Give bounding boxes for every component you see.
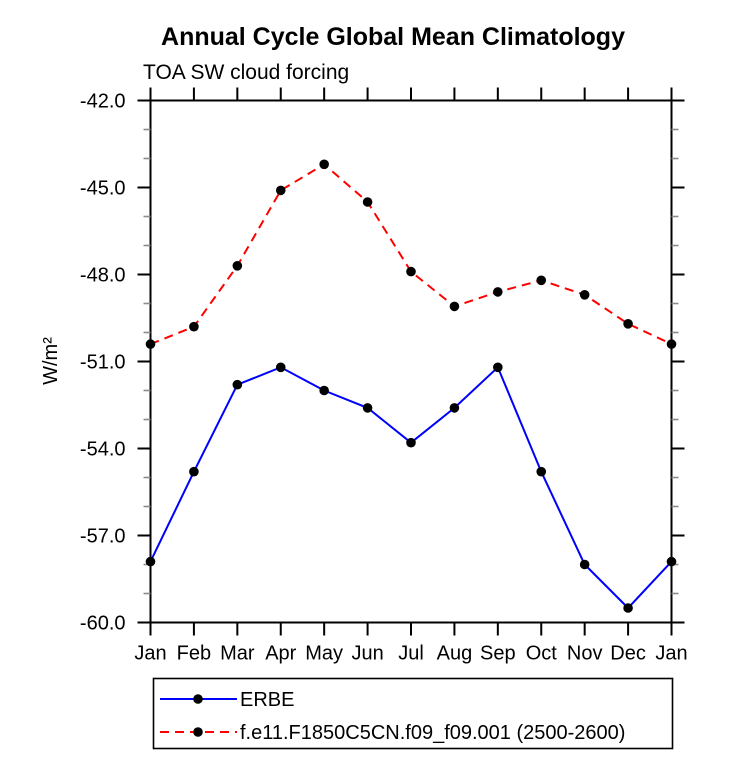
x-tick-label: Apr — [265, 643, 296, 665]
y-tick-label: -57.0 — [80, 526, 126, 548]
x-tick-label: Nov — [567, 643, 603, 665]
data-point — [275, 185, 286, 196]
data-point — [362, 403, 373, 413]
data-point — [666, 556, 677, 567]
y-tick-label: -42.0 — [80, 91, 126, 113]
legend-layer: ERBE f.e11.F1850C5CN.f09_f09.001 (2500-26… — [152, 677, 674, 750]
y-tick-label: -60.0 — [80, 613, 126, 635]
x-tick-label: Sep — [480, 643, 516, 665]
x-tick-label: Dec — [610, 643, 646, 665]
data-point — [579, 290, 590, 300]
plot-frame — [149, 99, 673, 624]
y-tick-label: -45.0 — [80, 178, 126, 200]
data-point — [362, 197, 373, 207]
x-tick-label: Feb — [177, 643, 211, 665]
data-point — [232, 261, 243, 271]
data-point — [189, 466, 199, 477]
legend-box — [152, 677, 674, 750]
data-point — [406, 437, 416, 448]
x-tick-label: May — [305, 643, 343, 665]
legend-label: f.e11.F1850C5CN.f09_f09.001 (2500-2600) — [240, 722, 625, 744]
data-point — [319, 385, 329, 396]
data-point — [189, 321, 199, 332]
x-tick-label: Aug — [437, 643, 473, 665]
x-tick-label: Jan — [655, 643, 687, 665]
legend-marker — [193, 694, 203, 704]
data-point — [449, 301, 460, 312]
data-point — [623, 319, 633, 329]
x-tick-label: Mar — [220, 643, 255, 665]
axes-layer: Jan Feb Mar Apr May Jun Jul Aug Sep Oct Nov Dec Jan-… — [80, 87, 688, 665]
data-point — [406, 266, 416, 277]
legend-marker — [193, 727, 203, 737]
data-point — [275, 362, 286, 373]
series-line-0 — [149, 365, 673, 610]
data-point — [623, 603, 633, 613]
series-layer — [145, 159, 677, 613]
data-point — [536, 466, 547, 477]
x-tick-label: Jun — [351, 643, 383, 665]
data-point — [579, 559, 590, 570]
x-tick-label: Jul — [398, 643, 424, 665]
data-point — [493, 287, 503, 297]
series-line-1 — [150, 163, 672, 346]
data-point — [232, 379, 243, 390]
chart-subtitle: TOA SW cloud forcing — [143, 61, 349, 84]
data-point — [666, 339, 677, 349]
y-tick-label: -51.0 — [80, 352, 126, 374]
data-point — [145, 556, 156, 567]
data-point — [493, 362, 503, 373]
legend-label: ERBE — [240, 689, 294, 711]
data-point — [449, 403, 460, 413]
y-tick-label: -48.0 — [80, 265, 126, 287]
y-tick-label: -54.0 — [80, 439, 126, 461]
x-tick-label: Oct — [526, 643, 558, 665]
chart-title: Annual Cycle Global Mean Climatology — [161, 23, 625, 51]
data-point — [536, 275, 547, 286]
x-tick-label: Jan — [134, 643, 166, 665]
y-axis-label: W/m² — [40, 337, 62, 385]
data-point — [319, 159, 329, 170]
data-point — [145, 339, 156, 349]
